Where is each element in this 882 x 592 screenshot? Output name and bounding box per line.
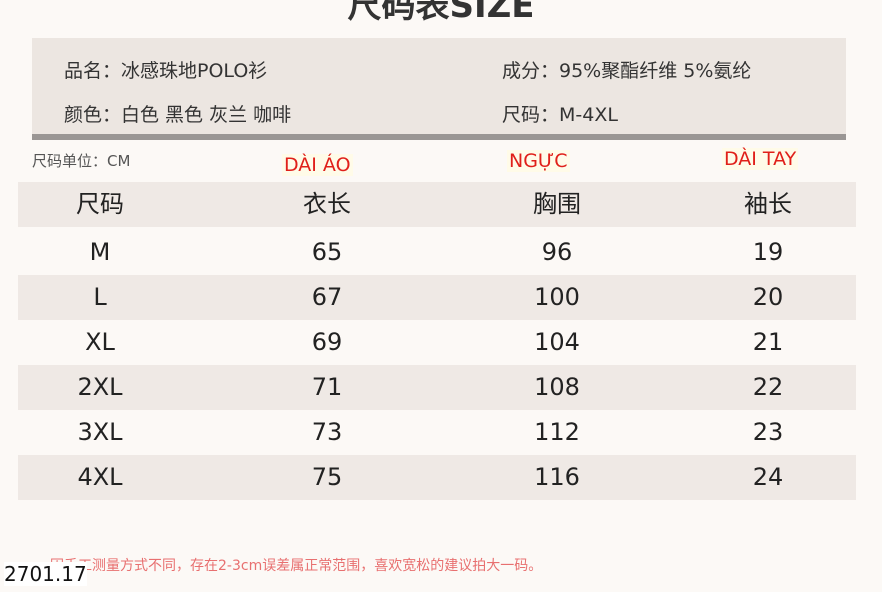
table-cell: 2XL [77,373,123,401]
table-cell: 112 [534,418,580,446]
colors: 颜色：白色 黑色 灰兰 咖啡 [64,104,292,126]
table-cell: M [89,238,111,266]
table-cell: 75 [311,463,343,491]
table-row: 3XL 73 112 23 [18,410,856,455]
table-cell: 袖长 [744,190,792,218]
table-row: M 65 96 19 [18,230,856,275]
info-box: 品名：冰感珠地POLO衫 成分：95%聚酯纤维 5%氨纶 颜色：白色 黑色 灰兰… [32,38,846,140]
annotation: DÀI ÁO [282,154,353,176]
footer-note: 因手工测量方式不同，存在2-3cm误差属正常范围，喜欢宽松的建议拍大一码。 [50,558,543,574]
annotation: NGỰC [507,150,570,172]
table-cell: 104 [534,328,580,356]
table-cell: 21 [752,328,784,356]
table-cell: 96 [541,238,573,266]
table-cell: 尺码 [76,190,124,218]
table-row: L 67 100 20 [18,275,856,320]
table-row: XL 69 104 21 [18,320,856,365]
table-cell: 67 [311,283,343,311]
table-row: 2XL 71 108 22 [18,365,856,410]
table-cell: 23 [752,418,784,446]
stamp: 2701.17 [4,562,87,586]
table-cell: 胸围 [533,190,581,218]
product-name: 品名：冰感珠地POLO衫 [64,60,268,82]
title: 尺码表SIZE [347,0,535,26]
table-row: 4XL 75 116 24 [18,455,856,500]
table-cell: 73 [311,418,343,446]
sizes: 尺码：M-4XL [502,104,618,126]
table-cell: 69 [311,328,343,356]
unit: 尺码单位：CM [32,152,131,170]
table-cell: 4XL [77,463,123,491]
table-cell: 116 [534,463,580,491]
table-cell: 20 [752,283,784,311]
table-cell: 71 [311,373,343,401]
table-cell: 衣长 [303,190,351,218]
table-cell: 19 [752,238,784,266]
table-cell: 22 [752,373,784,401]
table-cell: 65 [311,238,343,266]
header-row: 尺码 衣长 胸围 袖长 [18,182,856,227]
table-cell: 100 [534,283,580,311]
table-cell: L [93,283,107,311]
table-cell: XL [85,328,115,356]
table-cell: 3XL [77,418,123,446]
material: 成分：95%聚酯纤维 5%氨纶 [502,60,752,82]
table-cell: 24 [752,463,784,491]
table-cell: 108 [534,373,580,401]
annotation: DÀI TAY [722,148,799,170]
